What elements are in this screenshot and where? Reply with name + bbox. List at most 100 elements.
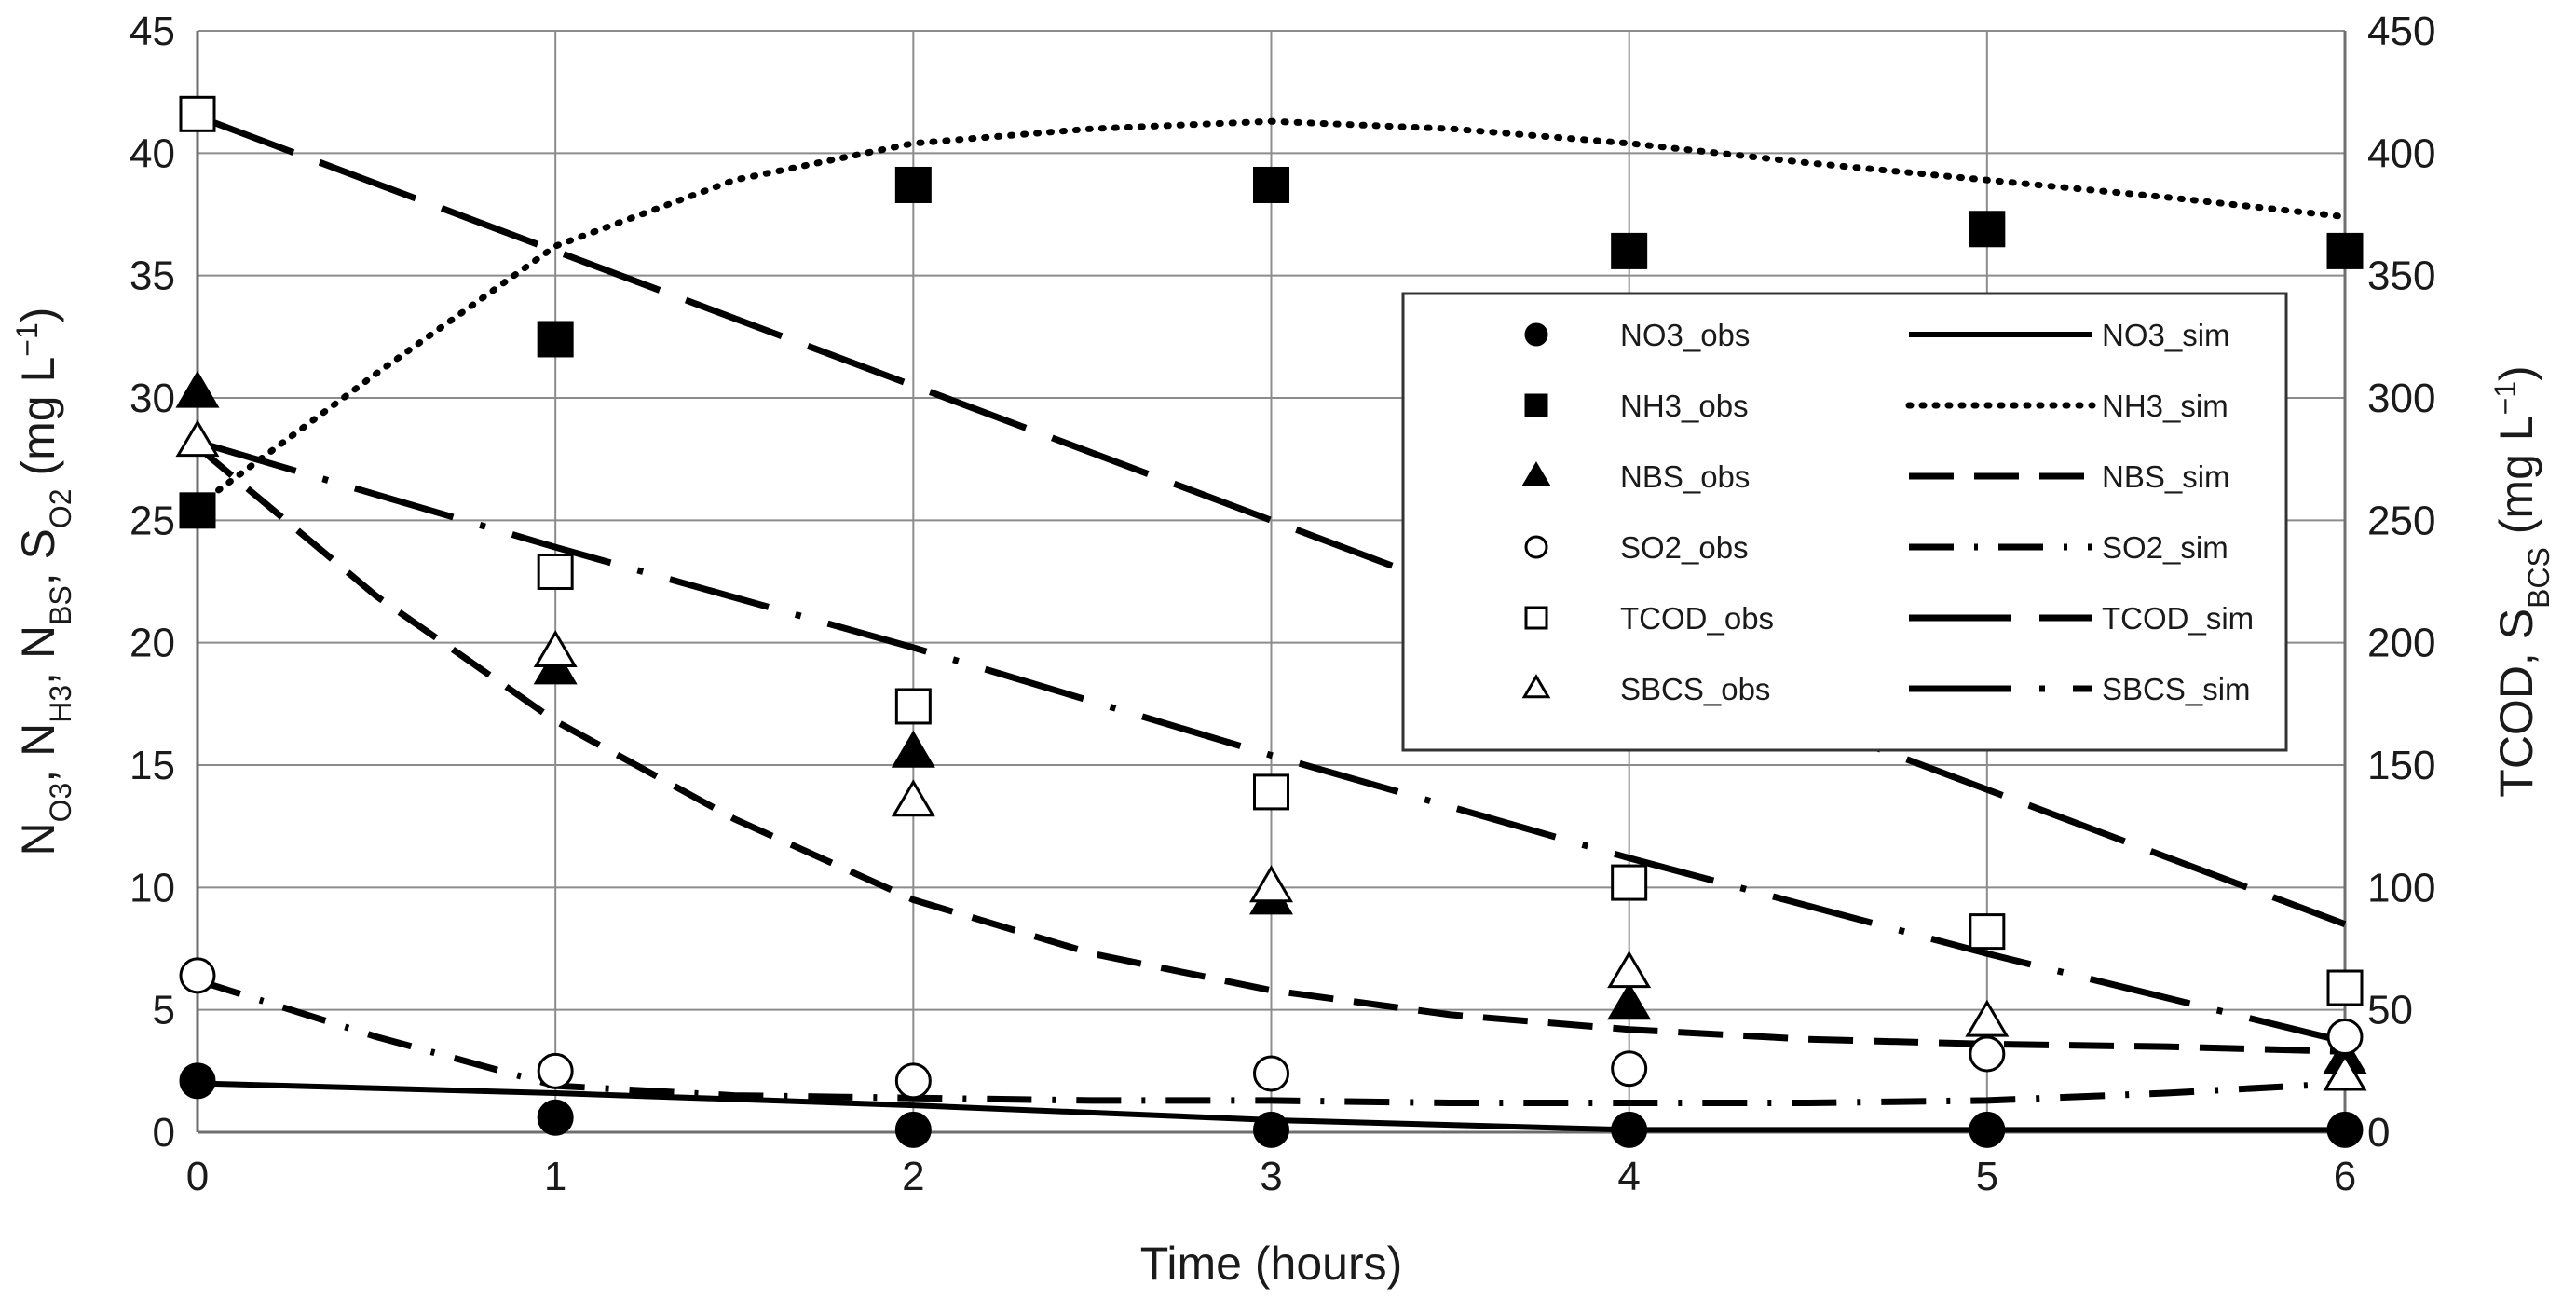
data-point-NO3_obs — [894, 1111, 932, 1148]
legend-label-NH3_obs: NH3_obs — [1620, 389, 1749, 423]
legend: NO3_obs NO3_sim NH3_obs NH3_sim NBS_obs NBS_s… — [1401, 292, 2288, 752]
right-tick-label: 400 — [2367, 130, 2435, 176]
data-point-NBS_obs — [891, 730, 935, 768]
legend-row-so2: SO2_obs SO2_sim — [1524, 530, 2228, 565]
data-point-SO2_obs — [894, 1062, 932, 1100]
series-line-SBCS_sim — [197, 438, 2346, 1046]
legend-label-SBCS_obs: SBCS_obs — [1620, 672, 1770, 706]
series-line-NH3_sim — [194, 117, 2349, 510]
right-axis-title: TCOD, SBCS (mg L−1) — [2488, 365, 2556, 797]
legend-label-TCOD_sim: TCOD_sim — [2102, 601, 2254, 636]
left-tick-label: 30 — [129, 376, 175, 421]
legend-marker-NH3_obs — [1524, 393, 1548, 417]
left-tick-label: 35 — [129, 253, 175, 299]
x-tick-label: 5 — [1976, 1154, 1998, 1199]
data-point-TCOD_obs — [1253, 773, 1289, 811]
data-point-NH3_obs — [2326, 232, 2364, 269]
legend-row-nbs: NBS_obs NBS_sim — [1521, 459, 2230, 494]
series-lines — [194, 113, 2349, 1133]
data-point-TCOD_obs — [537, 553, 574, 590]
data-point-NBS_obs — [175, 370, 220, 408]
data-point-NO3_obs — [1969, 1111, 2006, 1148]
data-point-SO2_obs — [179, 957, 216, 994]
left-axis-title: NO3, NH3, NBS, SO2 (mg L−1) — [10, 308, 77, 856]
data-point-NBS_obs — [1607, 982, 1652, 1020]
data-point-TCOD_obs — [1969, 913, 2006, 951]
left-tick-label: 0 — [153, 1110, 175, 1156]
x-tick-label: 1 — [544, 1154, 566, 1199]
data-point-NH3_obs — [1969, 211, 2006, 248]
data-point-SBCS_obs — [1607, 951, 1652, 989]
x-tick-label: 6 — [2334, 1154, 2356, 1199]
legend-label-NBS_sim: NBS_sim — [2102, 459, 2230, 494]
left-tick-label: 20 — [129, 621, 175, 666]
data-point-NO3_obs — [2326, 1111, 2364, 1148]
data-point-NH3_obs — [179, 492, 216, 529]
left-tick-label: 5 — [153, 988, 175, 1033]
legend-row-sbcs: SBCS_obs SBCS_sim — [1521, 672, 2251, 706]
data-point-SBCS_obs — [533, 630, 578, 668]
right-tick-label: 200 — [2367, 621, 2435, 666]
data-point-SBCS_obs — [1965, 999, 2010, 1037]
right-tick-label: 250 — [2367, 498, 2435, 543]
data-point-SBCS_obs — [2323, 1053, 2367, 1091]
data-point-NH3_obs — [1253, 166, 1289, 203]
left-tick-label: 40 — [129, 130, 175, 176]
legend-label-SO2_obs: SO2_obs — [1620, 530, 1749, 565]
series-points — [175, 95, 2367, 1148]
left-tick-label: 25 — [129, 498, 175, 543]
data-point-NO3_obs — [179, 1062, 216, 1100]
data-point-SBCS_obs — [1249, 865, 1293, 903]
right-tick-label: 50 — [2367, 988, 2413, 1033]
x-tick-label: 3 — [1260, 1154, 1282, 1199]
legend-marker-SO2_obs — [1524, 535, 1548, 559]
legend-label-SO2_sim: SO2_sim — [2102, 530, 2228, 565]
right-tick-label: 0 — [2367, 1110, 2390, 1156]
left-tick-label: 45 — [129, 8, 175, 54]
series-line-TCOD_sim — [196, 113, 2347, 927]
legend-label-NH3_sim: NH3_sim — [2102, 389, 2228, 423]
legend-label-NO3_obs: NO3_obs — [1620, 318, 1750, 352]
data-point-SO2_obs — [1253, 1055, 1289, 1092]
data-point-SO2_obs — [537, 1052, 574, 1089]
left-tick-label: 15 — [129, 743, 175, 788]
data-point-NO3_obs — [537, 1099, 574, 1136]
data-point-SBCS_obs — [891, 779, 935, 817]
legend-marker-NBS_obs — [1521, 461, 1551, 486]
legend-marker-NO3_obs — [1524, 322, 1548, 347]
left-tick-label: 10 — [129, 865, 175, 910]
legend-marker-SBCS_obs — [1521, 674, 1551, 699]
data-point-TCOD_obs — [1611, 864, 1648, 901]
right-tick-label: 350 — [2367, 253, 2435, 299]
data-point-NO3_obs — [1611, 1111, 1648, 1148]
right-tick-label: 150 — [2367, 743, 2435, 788]
legend-label-NO3_sim: NO3_sim — [2102, 318, 2230, 352]
x-tick-label: 0 — [186, 1154, 209, 1199]
right-tick-label: 100 — [2367, 865, 2435, 910]
data-point-NH3_obs — [894, 166, 932, 203]
legend-box — [1401, 292, 2288, 752]
legend-marker-TCOD_obs — [1524, 606, 1548, 630]
data-point-SO2_obs — [2326, 1019, 2364, 1056]
x-tick-label: 2 — [902, 1154, 924, 1199]
data-point-SBCS_obs — [175, 419, 220, 458]
x-tick-label: 4 — [1617, 1154, 1640, 1199]
legend-row-tcod: TCOD_obs TCOD_sim — [1524, 601, 2254, 636]
right-tick-label: 300 — [2367, 376, 2435, 421]
legend-label-TCOD_obs: TCOD_obs — [1620, 601, 1774, 636]
data-point-TCOD_obs — [179, 95, 216, 132]
data-point-SO2_obs — [1611, 1050, 1648, 1088]
legend-row-nh3: NH3_obs NH3_sim — [1524, 389, 2228, 423]
data-point-TCOD_obs — [894, 688, 932, 725]
legend-label-SBCS_sim: SBCS_sim — [2102, 672, 2251, 706]
legend-label-NBS_obs: NBS_obs — [1620, 459, 1750, 494]
data-point-TCOD_obs — [2326, 969, 2364, 1006]
data-point-SO2_obs — [1969, 1035, 2006, 1073]
data-point-NH3_obs — [1611, 232, 1648, 269]
data-point-NH3_obs — [537, 321, 574, 358]
right-tick-label: 450 — [2367, 8, 2435, 54]
x-axis-title: Time (hours) — [1140, 1238, 1403, 1290]
legend-row-no3: NO3_obs NO3_sim — [1524, 318, 2230, 352]
